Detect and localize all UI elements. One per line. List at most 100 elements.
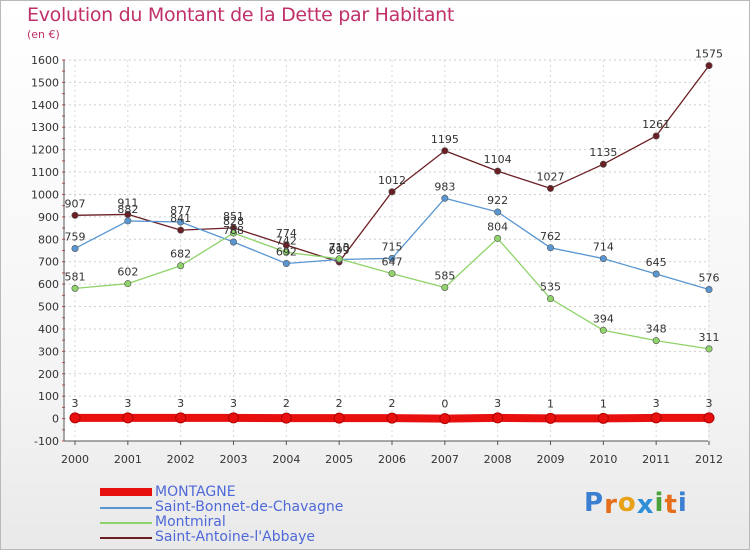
legend-swatch <box>100 537 152 539</box>
y-tick-label: 700 <box>38 256 59 269</box>
data-label: 1104 <box>484 153 512 166</box>
y-tick-label: 100 <box>38 390 59 403</box>
data-point <box>386 412 398 424</box>
data-point <box>494 208 502 216</box>
x-tick-label: 2002 <box>167 453 195 466</box>
data-point <box>69 412 81 424</box>
axes: -100 0 100 200 300 400 500 600 700 800 900 1000 1100… <box>31 54 723 466</box>
data-point <box>546 244 554 252</box>
data-point <box>441 194 449 202</box>
x-tick-label: 2011 <box>642 453 670 466</box>
legend-label: Saint-Antoine-l'Abbaye <box>155 529 315 545</box>
logo-letter: r <box>604 490 618 520</box>
data-label: 1135 <box>589 146 617 159</box>
data-label: 877 <box>170 204 191 217</box>
data-label: 1 <box>547 397 554 410</box>
data-point <box>230 229 238 237</box>
proxiti-logo: Proxiti <box>584 488 688 520</box>
data-point <box>282 259 290 267</box>
data-label: 762 <box>540 230 561 243</box>
data-label: 0 <box>441 398 448 411</box>
data-label: 1195 <box>431 133 459 146</box>
x-tick-label: 2001 <box>114 453 142 466</box>
data-label: 759 <box>65 230 86 243</box>
data-point <box>441 283 449 291</box>
data-point <box>599 255 607 263</box>
legend-swatch <box>100 507 152 509</box>
data-point <box>388 254 396 262</box>
data-point <box>546 184 554 192</box>
logo-letter: i <box>677 488 688 518</box>
data-label: 907 <box>65 197 86 210</box>
data-label: 788 <box>223 224 244 237</box>
y-tick-label: 0 <box>52 413 59 426</box>
chart-title: Evolution du Montant de la Dette par Hab… <box>27 4 455 26</box>
data-label: 394 <box>593 312 614 325</box>
logo-letter: i <box>654 488 665 518</box>
data-point <box>703 412 715 424</box>
y-tick-label: 1400 <box>31 99 59 112</box>
data-point <box>124 280 132 288</box>
data-point <box>599 160 607 168</box>
data-label: 3 <box>653 397 660 410</box>
x-tick-label: 2007 <box>431 453 459 466</box>
y-tick-label: 1300 <box>31 121 59 134</box>
data-point <box>494 234 502 242</box>
y-tick-label: 900 <box>38 211 59 224</box>
y-tick-label: 1500 <box>31 76 59 89</box>
data-label: 828 <box>223 215 244 228</box>
y-tick-label: 800 <box>38 233 59 246</box>
data-point <box>545 412 556 424</box>
data-point <box>652 132 660 140</box>
data-label: 1575 <box>695 48 723 61</box>
logo-letter: x <box>636 490 655 520</box>
x-tick-label: 2004 <box>272 453 300 466</box>
data-point <box>705 345 713 353</box>
x-tick-label: 2010 <box>589 453 617 466</box>
data-label: 699 <box>329 244 350 257</box>
data-point <box>546 295 554 303</box>
data-label: 535 <box>540 281 561 294</box>
plot-area <box>64 60 708 441</box>
x-tick-label: 2005 <box>325 453 353 466</box>
logo-letter: P <box>584 488 605 518</box>
data-label: 851 <box>223 210 244 223</box>
y-tick-label: 1200 <box>31 144 59 157</box>
data-label: 841 <box>170 212 191 225</box>
y-tick-label: 600 <box>38 278 59 291</box>
data-point <box>652 270 660 278</box>
legend-item: MONTAGNE <box>98 484 398 500</box>
legend-item: Saint-Antoine-l'Abbaye <box>98 529 398 545</box>
data-label: 576 <box>699 271 720 284</box>
data-point <box>228 412 239 424</box>
data-label: 311 <box>699 331 720 344</box>
logo-letter: t <box>664 490 678 520</box>
data-point <box>650 412 662 424</box>
y-tick-label: 1600 <box>31 54 59 67</box>
data-label: 645 <box>646 256 667 269</box>
data-label: 715 <box>382 240 403 253</box>
x-tick-label: 2003 <box>220 453 248 466</box>
y-tick-label: 400 <box>38 323 59 336</box>
data-label: 2 <box>389 397 396 410</box>
data-point <box>388 188 396 196</box>
x-tick-label: 2006 <box>378 453 406 466</box>
data-point <box>335 255 343 263</box>
data-label: 742 <box>276 234 297 247</box>
data-label: 714 <box>593 241 614 254</box>
data-label: 3 <box>230 397 237 410</box>
data-label: 911 <box>117 196 138 209</box>
data-point <box>177 218 185 226</box>
y-tick-label: 300 <box>38 345 59 358</box>
data-label: 882 <box>117 203 138 216</box>
data-point <box>441 147 449 155</box>
legend-swatch <box>100 522 152 524</box>
data-point <box>597 412 609 424</box>
data-point <box>494 167 502 175</box>
data-point <box>388 270 396 278</box>
y-tick-label: 200 <box>38 368 59 381</box>
data-label: 692 <box>276 245 297 258</box>
data-label: 1027 <box>537 170 565 183</box>
